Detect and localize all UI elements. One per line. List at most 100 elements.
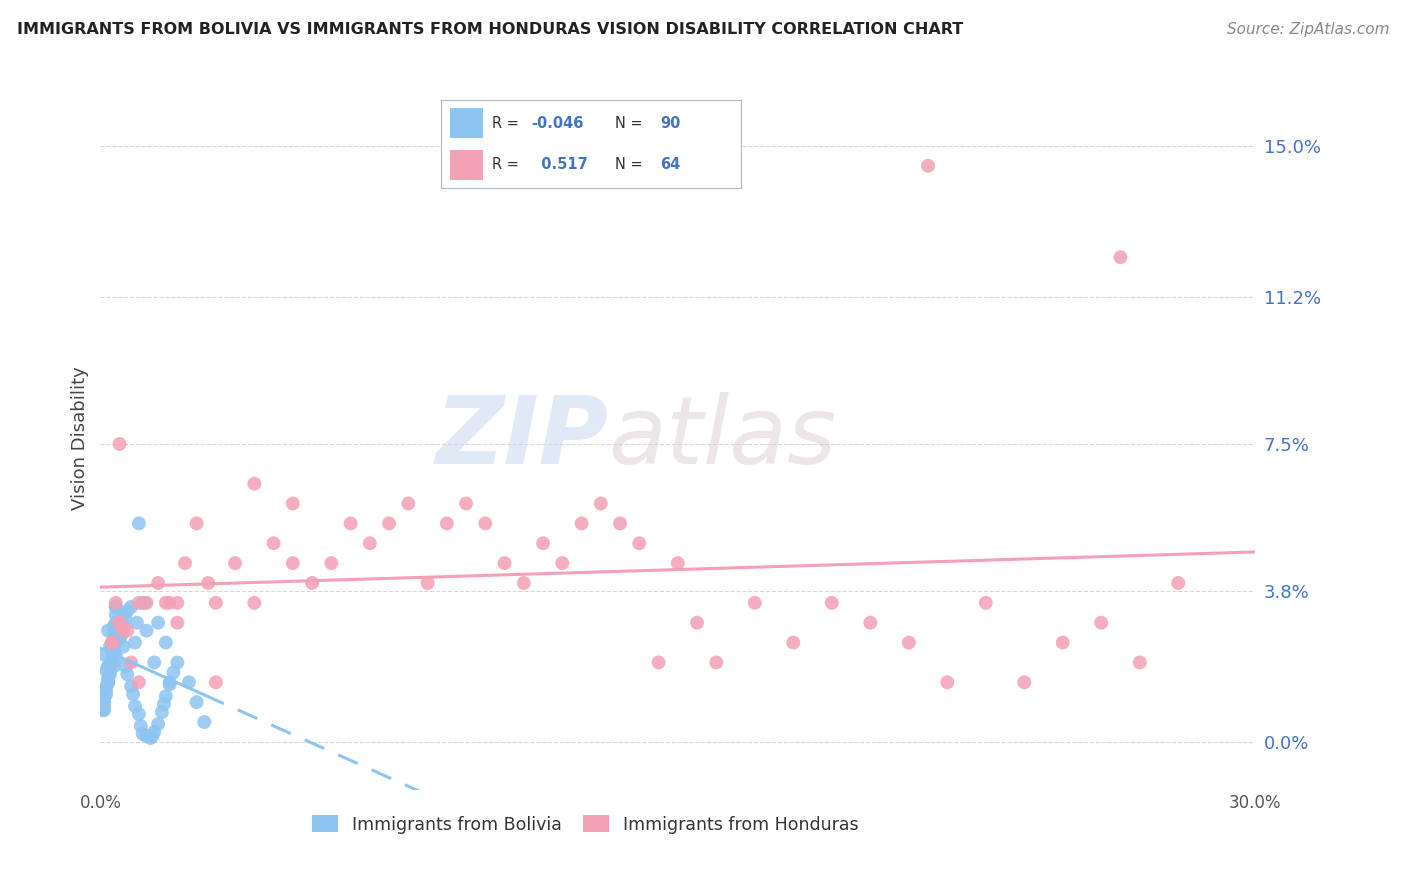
Point <box>1167 576 1189 591</box>
Point <box>108 620 131 634</box>
Point <box>378 516 401 531</box>
Point <box>159 677 181 691</box>
Point <box>98 640 121 654</box>
Point <box>103 620 125 634</box>
Point <box>108 615 131 630</box>
Point <box>1012 675 1035 690</box>
Point <box>101 651 124 665</box>
Point <box>117 667 139 681</box>
Point <box>321 556 343 570</box>
Text: IMMIGRANTS FROM BOLIVIA VS IMMIGRANTS FROM HONDURAS VISION DISABILITY CORRELATIO: IMMIGRANTS FROM BOLIVIA VS IMMIGRANTS FR… <box>17 22 963 37</box>
Point <box>704 656 727 670</box>
Point <box>107 624 129 638</box>
Point <box>155 689 177 703</box>
Point <box>859 615 882 630</box>
Point <box>108 615 131 630</box>
Point <box>166 596 188 610</box>
Point <box>94 683 117 698</box>
Point <box>609 516 631 531</box>
Point <box>1129 656 1152 670</box>
Point <box>146 717 169 731</box>
Point <box>103 659 125 673</box>
Point <box>128 596 150 610</box>
Point <box>159 596 181 610</box>
Point <box>666 556 689 570</box>
Point <box>117 604 139 618</box>
Point <box>103 620 125 634</box>
Point <box>104 651 127 665</box>
Point <box>159 675 181 690</box>
Point <box>513 576 536 591</box>
Point <box>821 596 844 610</box>
Text: ZIP: ZIP <box>436 392 609 484</box>
Point <box>897 635 920 649</box>
Point <box>589 496 612 510</box>
Point <box>112 620 135 634</box>
Point <box>531 536 554 550</box>
Point <box>107 615 129 630</box>
Point <box>146 576 169 591</box>
Point <box>155 596 177 610</box>
Point <box>93 703 115 717</box>
Point <box>110 615 132 630</box>
Point <box>98 656 121 670</box>
Point <box>494 556 516 570</box>
Point <box>177 675 200 690</box>
Point <box>93 695 115 709</box>
Point <box>97 624 120 638</box>
Point <box>93 648 115 662</box>
Point <box>124 699 146 714</box>
Point <box>134 596 156 610</box>
Point <box>243 596 266 610</box>
Point <box>104 607 127 622</box>
Point <box>94 664 117 678</box>
Point <box>281 496 304 510</box>
Point <box>143 725 166 739</box>
Point <box>98 664 121 678</box>
Legend: Immigrants from Bolivia, Immigrants from Honduras: Immigrants from Bolivia, Immigrants from… <box>312 815 859 834</box>
Point <box>108 632 131 646</box>
Point <box>104 615 127 630</box>
Point <box>135 729 157 743</box>
Point <box>146 615 169 630</box>
Point <box>114 612 136 626</box>
Point <box>135 624 157 638</box>
Text: Source: ZipAtlas.com: Source: ZipAtlas.com <box>1226 22 1389 37</box>
Point <box>186 695 208 709</box>
Point <box>197 576 219 591</box>
Point <box>205 596 228 610</box>
Point <box>936 675 959 690</box>
Point <box>917 159 939 173</box>
Point <box>150 705 173 719</box>
Point <box>101 643 124 657</box>
Point <box>1109 250 1132 264</box>
Point <box>103 632 125 646</box>
Point <box>97 675 120 690</box>
Point <box>97 675 120 690</box>
Point <box>128 516 150 531</box>
Point <box>128 707 150 722</box>
Point <box>104 635 127 649</box>
Point <box>131 727 153 741</box>
Y-axis label: Vision Disability: Vision Disability <box>72 366 89 510</box>
Point <box>108 437 131 451</box>
Point <box>120 599 142 614</box>
Point <box>744 596 766 610</box>
Point <box>1090 615 1112 630</box>
Point <box>117 624 139 638</box>
Point <box>104 635 127 649</box>
Point <box>112 640 135 654</box>
Point <box>101 640 124 654</box>
Point <box>108 624 131 638</box>
Point <box>97 659 120 673</box>
Point <box>104 596 127 610</box>
Point <box>436 516 458 531</box>
Point <box>97 675 120 690</box>
Point <box>143 656 166 670</box>
Point <box>124 635 146 649</box>
Point <box>166 656 188 670</box>
Point <box>108 632 131 646</box>
Point <box>97 671 120 685</box>
Point <box>107 620 129 634</box>
Point <box>93 691 115 706</box>
